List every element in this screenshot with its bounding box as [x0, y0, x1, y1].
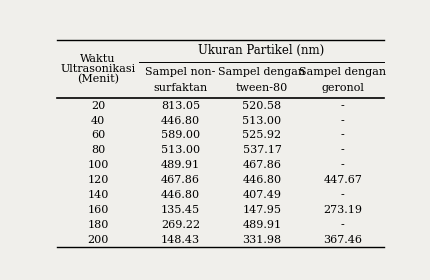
Text: Sampel dengan: Sampel dengan	[299, 67, 387, 77]
Text: 525.92: 525.92	[243, 130, 282, 141]
Text: -: -	[341, 101, 345, 111]
Text: 100: 100	[87, 160, 109, 170]
Text: geronol: geronol	[321, 83, 364, 93]
Text: 200: 200	[87, 235, 109, 245]
Text: -: -	[341, 190, 345, 200]
Text: tween-80: tween-80	[236, 83, 288, 93]
Text: Waktu: Waktu	[80, 55, 116, 64]
Text: -: -	[341, 220, 345, 230]
Text: 269.22: 269.22	[161, 220, 200, 230]
Text: 520.58: 520.58	[243, 101, 282, 111]
Text: 446.80: 446.80	[243, 175, 282, 185]
Text: 537.17: 537.17	[243, 145, 282, 155]
Text: 467.86: 467.86	[161, 175, 200, 185]
Text: Sampel non-: Sampel non-	[145, 67, 215, 77]
Text: 467.86: 467.86	[243, 160, 282, 170]
Text: 813.05: 813.05	[161, 101, 200, 111]
Text: -: -	[341, 130, 345, 141]
Text: 40: 40	[91, 116, 105, 126]
Text: 60: 60	[91, 130, 105, 141]
Text: 407.49: 407.49	[243, 190, 282, 200]
Text: (Menit): (Menit)	[77, 74, 119, 84]
Text: 180: 180	[87, 220, 109, 230]
Text: 589.00: 589.00	[161, 130, 200, 141]
Text: -: -	[341, 116, 345, 126]
Text: 80: 80	[91, 145, 105, 155]
Text: 135.45: 135.45	[161, 205, 200, 215]
Text: 513.00: 513.00	[243, 116, 282, 126]
Text: Ukuran Partikel (nm): Ukuran Partikel (nm)	[198, 44, 324, 57]
Text: surfaktan: surfaktan	[153, 83, 208, 93]
Text: -: -	[341, 145, 345, 155]
Text: Ultrasonikasi: Ultrasonikasi	[60, 64, 135, 74]
Text: 140: 140	[87, 190, 109, 200]
Text: 148.43: 148.43	[161, 235, 200, 245]
Text: 120: 120	[87, 175, 109, 185]
Text: -: -	[341, 160, 345, 170]
Text: 513.00: 513.00	[161, 145, 200, 155]
Text: 20: 20	[91, 101, 105, 111]
Text: Sampel dengan: Sampel dengan	[218, 67, 306, 77]
Text: 331.98: 331.98	[243, 235, 282, 245]
Text: 273.19: 273.19	[323, 205, 362, 215]
Text: 446.80: 446.80	[161, 190, 200, 200]
Text: 367.46: 367.46	[323, 235, 362, 245]
Text: 447.67: 447.67	[323, 175, 362, 185]
Text: 446.80: 446.80	[161, 116, 200, 126]
Text: 489.91: 489.91	[161, 160, 200, 170]
Text: 489.91: 489.91	[243, 220, 282, 230]
Text: 160: 160	[87, 205, 109, 215]
Text: 147.95: 147.95	[243, 205, 282, 215]
